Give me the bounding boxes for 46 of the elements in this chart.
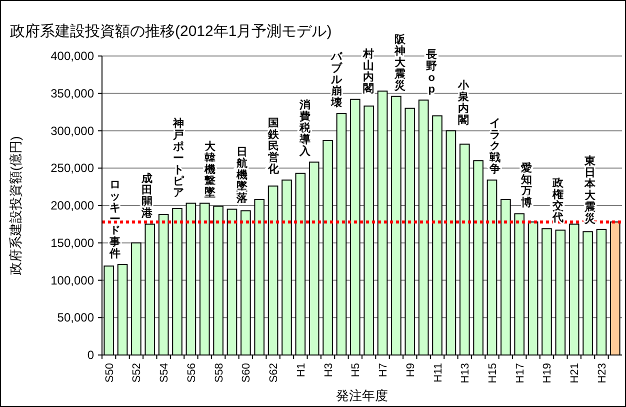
x-tick-label: S62 (268, 363, 280, 383)
x-tick-label: H13 (460, 363, 472, 384)
annotation: イラク戦争 (488, 118, 500, 176)
annotation: バブル崩壊 (330, 51, 344, 110)
annotation: 消費税導入 (298, 98, 312, 158)
annotation: 大韓機撃墜 (204, 140, 217, 199)
x-tick-label: H5 (350, 363, 362, 378)
y-tick-label: 400,000 (50, 49, 94, 63)
x-tick-label: H1 (295, 363, 308, 378)
x-tick-label: S58 (213, 363, 226, 383)
x-tick-label: H17 (514, 363, 526, 384)
annotation: 神戸ポートピア (172, 116, 185, 199)
x-tick-label: H9 (404, 363, 417, 378)
x-tick-label: S60 (240, 363, 253, 383)
y-tick-label: 100,000 (50, 273, 94, 288)
y-axis-title: 政府系建設投資額(億円) (8, 136, 23, 275)
y-tick-label: 250,000 (50, 161, 94, 176)
annotation: 政権交代 (552, 178, 565, 224)
annotation: 東日本大震災 (583, 154, 596, 225)
x-tick-label: S54 (158, 363, 171, 383)
chart-title: 政府系建設投資額の推移(2012年1月予測モデル) (10, 23, 332, 40)
x-tick-label: H3 (322, 363, 335, 378)
x-tick-label: S56 (186, 363, 198, 383)
x-tick-label: S52 (131, 363, 144, 383)
x-tick-label: H11 (432, 363, 444, 382)
y-tick-label: 350,000 (50, 86, 94, 100)
y-tick-label: 150,000 (50, 236, 94, 250)
x-tick-label: H7 (378, 363, 390, 378)
x-tick-label: H19 (542, 363, 554, 384)
annotation: 国鉄民営化 (266, 118, 280, 176)
annotation: 阪神大震災 (393, 32, 406, 92)
annotation: 小泉内閣 (456, 78, 470, 126)
y-tick-label: 200,000 (50, 198, 94, 212)
x-axis-title: 発注年度 (336, 388, 388, 403)
x-tick-label: H21 (569, 363, 582, 384)
y-tick-label: 50,000 (57, 310, 94, 325)
x-tick-label: H23 (596, 363, 608, 384)
annotation: ロッキード事件 (108, 179, 121, 260)
y-tick-label: 300,000 (50, 124, 94, 138)
annotation: 村山内閣 (362, 47, 374, 95)
x-tick-label: S50 (104, 363, 116, 383)
annotation: 長野op (425, 49, 438, 96)
annotation: 愛知万博 (520, 162, 532, 210)
annotation: 成田開港 (140, 172, 154, 220)
y-tick-label: 0 (87, 348, 94, 362)
x-tick-label: H15 (487, 363, 499, 384)
